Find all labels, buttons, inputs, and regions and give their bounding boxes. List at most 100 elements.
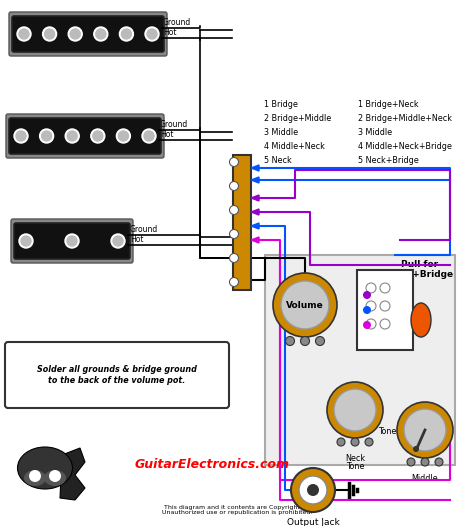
Ellipse shape xyxy=(24,470,46,486)
Text: Volume: Volume xyxy=(286,300,324,309)
Circle shape xyxy=(397,402,453,458)
Circle shape xyxy=(118,131,128,141)
Circle shape xyxy=(145,27,159,41)
Text: Middle: Middle xyxy=(412,474,438,483)
Text: 1 Bridge+Neck: 1 Bridge+Neck xyxy=(358,100,419,109)
Polygon shape xyxy=(251,165,259,171)
Text: Neck: Neck xyxy=(345,454,365,463)
Circle shape xyxy=(281,281,329,329)
Circle shape xyxy=(366,319,376,329)
Text: 5 Neck: 5 Neck xyxy=(264,156,292,165)
Circle shape xyxy=(229,278,238,287)
Text: Output Jack: Output Jack xyxy=(287,518,339,526)
Circle shape xyxy=(365,438,373,446)
Text: Tone: Tone xyxy=(346,462,364,471)
Bar xyxy=(265,255,455,465)
Circle shape xyxy=(65,129,79,143)
Circle shape xyxy=(67,131,77,141)
FancyBboxPatch shape xyxy=(11,219,133,263)
Circle shape xyxy=(144,131,154,141)
Text: 3 Middle: 3 Middle xyxy=(358,128,392,137)
Circle shape xyxy=(363,291,371,299)
Circle shape xyxy=(29,470,41,482)
Circle shape xyxy=(49,470,61,482)
Circle shape xyxy=(337,438,345,446)
Circle shape xyxy=(70,29,80,39)
Text: 2 Bridge+Middle: 2 Bridge+Middle xyxy=(264,114,331,123)
Circle shape xyxy=(380,283,390,293)
Bar xyxy=(233,155,251,290)
Polygon shape xyxy=(251,177,259,183)
Text: Hot: Hot xyxy=(130,235,144,244)
Circle shape xyxy=(19,29,29,39)
Circle shape xyxy=(91,129,105,143)
Text: GuitarElectronics.com: GuitarElectronics.com xyxy=(135,459,290,471)
Circle shape xyxy=(435,458,443,466)
Circle shape xyxy=(229,181,238,190)
Ellipse shape xyxy=(411,303,431,337)
Circle shape xyxy=(111,234,125,248)
Circle shape xyxy=(96,29,106,39)
Circle shape xyxy=(363,306,371,314)
Polygon shape xyxy=(251,237,259,243)
Circle shape xyxy=(42,131,52,141)
Polygon shape xyxy=(251,195,259,201)
Circle shape xyxy=(45,29,55,39)
Circle shape xyxy=(299,476,327,504)
FancyBboxPatch shape xyxy=(9,12,167,56)
Circle shape xyxy=(14,129,28,143)
Circle shape xyxy=(316,337,325,346)
Circle shape xyxy=(301,337,310,346)
Circle shape xyxy=(366,301,376,311)
Circle shape xyxy=(117,129,130,143)
Circle shape xyxy=(21,236,31,246)
Circle shape xyxy=(229,254,238,262)
Circle shape xyxy=(19,234,33,248)
Circle shape xyxy=(40,129,54,143)
Circle shape xyxy=(351,438,359,446)
Polygon shape xyxy=(251,223,259,229)
Circle shape xyxy=(43,27,56,41)
Text: Hot: Hot xyxy=(160,130,173,139)
Circle shape xyxy=(142,129,156,143)
Bar xyxy=(357,270,413,350)
Text: Pull for
Neck+Bridge: Pull for Neck+Bridge xyxy=(387,260,453,279)
Circle shape xyxy=(380,319,390,329)
Circle shape xyxy=(121,29,131,39)
FancyBboxPatch shape xyxy=(6,114,164,158)
Circle shape xyxy=(291,468,335,512)
Ellipse shape xyxy=(44,470,66,486)
Circle shape xyxy=(16,131,26,141)
Circle shape xyxy=(363,321,371,329)
Circle shape xyxy=(327,382,383,438)
Circle shape xyxy=(147,29,157,39)
Circle shape xyxy=(229,206,238,215)
Text: 4 Middle+Neck+Bridge: 4 Middle+Neck+Bridge xyxy=(358,142,452,151)
Circle shape xyxy=(65,234,79,248)
Text: 3 Middle: 3 Middle xyxy=(264,128,298,137)
FancyBboxPatch shape xyxy=(12,16,164,52)
Circle shape xyxy=(68,27,82,41)
Text: Tone: Tone xyxy=(378,428,396,437)
Circle shape xyxy=(229,157,238,167)
Text: 1 Bridge: 1 Bridge xyxy=(264,100,298,109)
Circle shape xyxy=(93,131,103,141)
Circle shape xyxy=(17,27,31,41)
Text: 2 Bridge+Middle+Neck: 2 Bridge+Middle+Neck xyxy=(358,114,452,123)
Circle shape xyxy=(380,301,390,311)
FancyBboxPatch shape xyxy=(5,342,229,408)
Circle shape xyxy=(307,484,319,496)
Circle shape xyxy=(407,458,415,466)
Text: Hot: Hot xyxy=(163,28,176,37)
Polygon shape xyxy=(251,209,259,215)
Text: This diagram and it contents are Copyrighted.
Unauthorized use or republication : This diagram and it contents are Copyrig… xyxy=(162,504,312,515)
Ellipse shape xyxy=(18,447,73,489)
Text: Solder all grounds & bridge ground
to the back of the volume pot.: Solder all grounds & bridge ground to th… xyxy=(37,365,197,385)
Polygon shape xyxy=(60,448,85,500)
Circle shape xyxy=(94,27,108,41)
Circle shape xyxy=(285,337,294,346)
Circle shape xyxy=(421,458,429,466)
Text: 5 Neck+Bridge: 5 Neck+Bridge xyxy=(358,156,419,165)
FancyBboxPatch shape xyxy=(9,118,161,154)
Circle shape xyxy=(366,283,376,293)
